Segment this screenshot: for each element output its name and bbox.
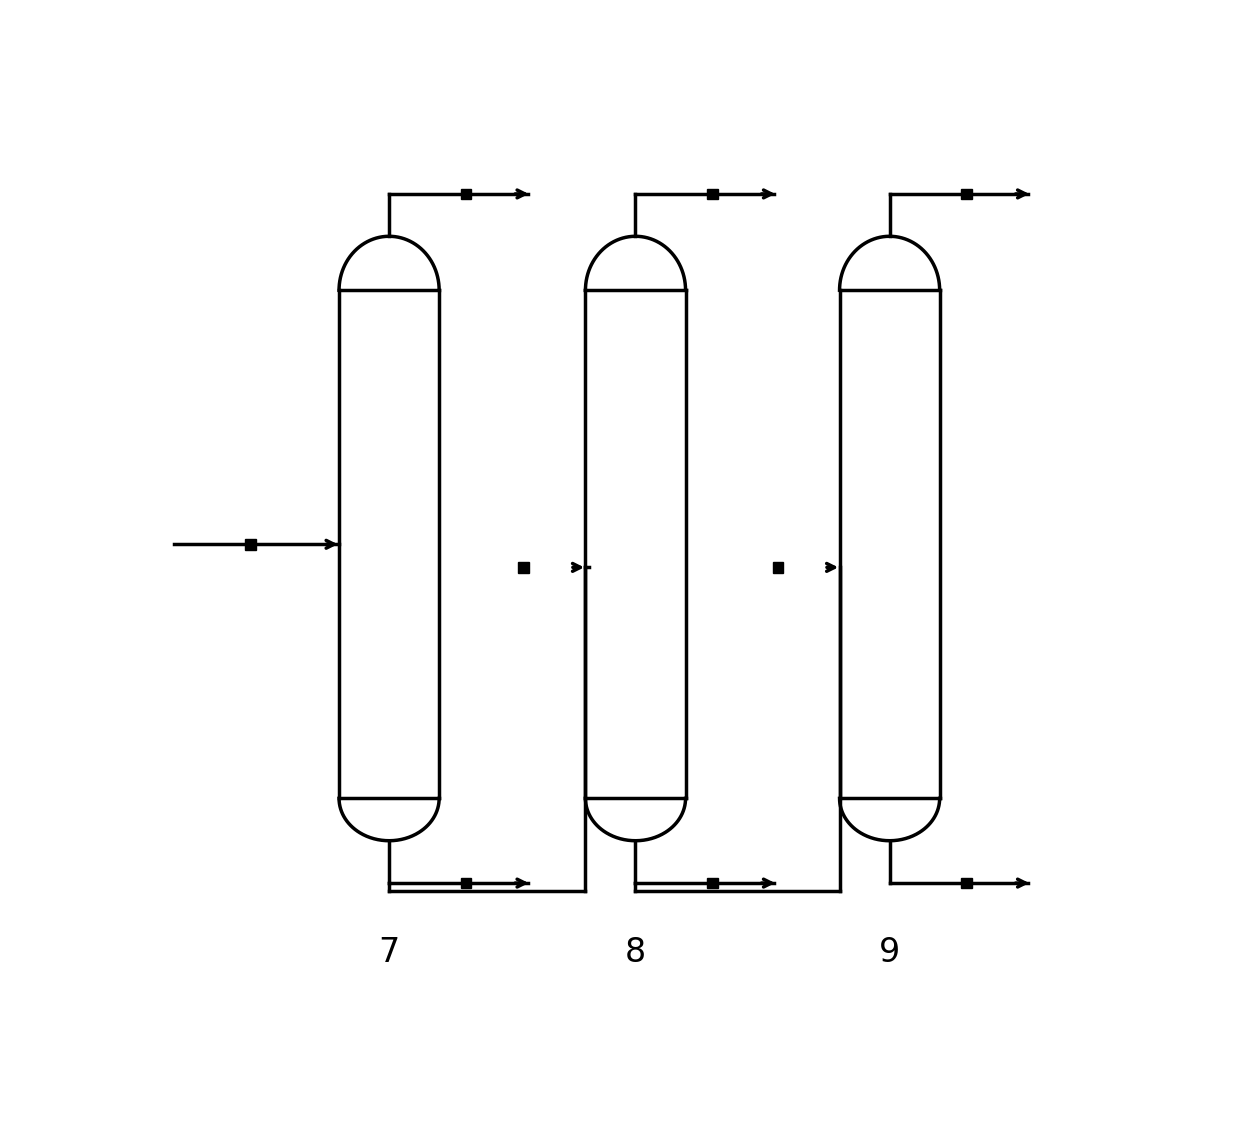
- Bar: [518, 562, 529, 572]
- Bar: [461, 188, 471, 200]
- Text: 9: 9: [879, 936, 900, 969]
- Bar: [961, 188, 972, 200]
- Text: 8: 8: [625, 936, 646, 969]
- Bar: [707, 188, 718, 200]
- Bar: [773, 562, 784, 572]
- Text: 7: 7: [378, 936, 399, 969]
- Bar: [246, 539, 255, 550]
- Bar: [461, 877, 471, 889]
- Bar: [961, 877, 972, 889]
- Bar: [707, 877, 718, 889]
